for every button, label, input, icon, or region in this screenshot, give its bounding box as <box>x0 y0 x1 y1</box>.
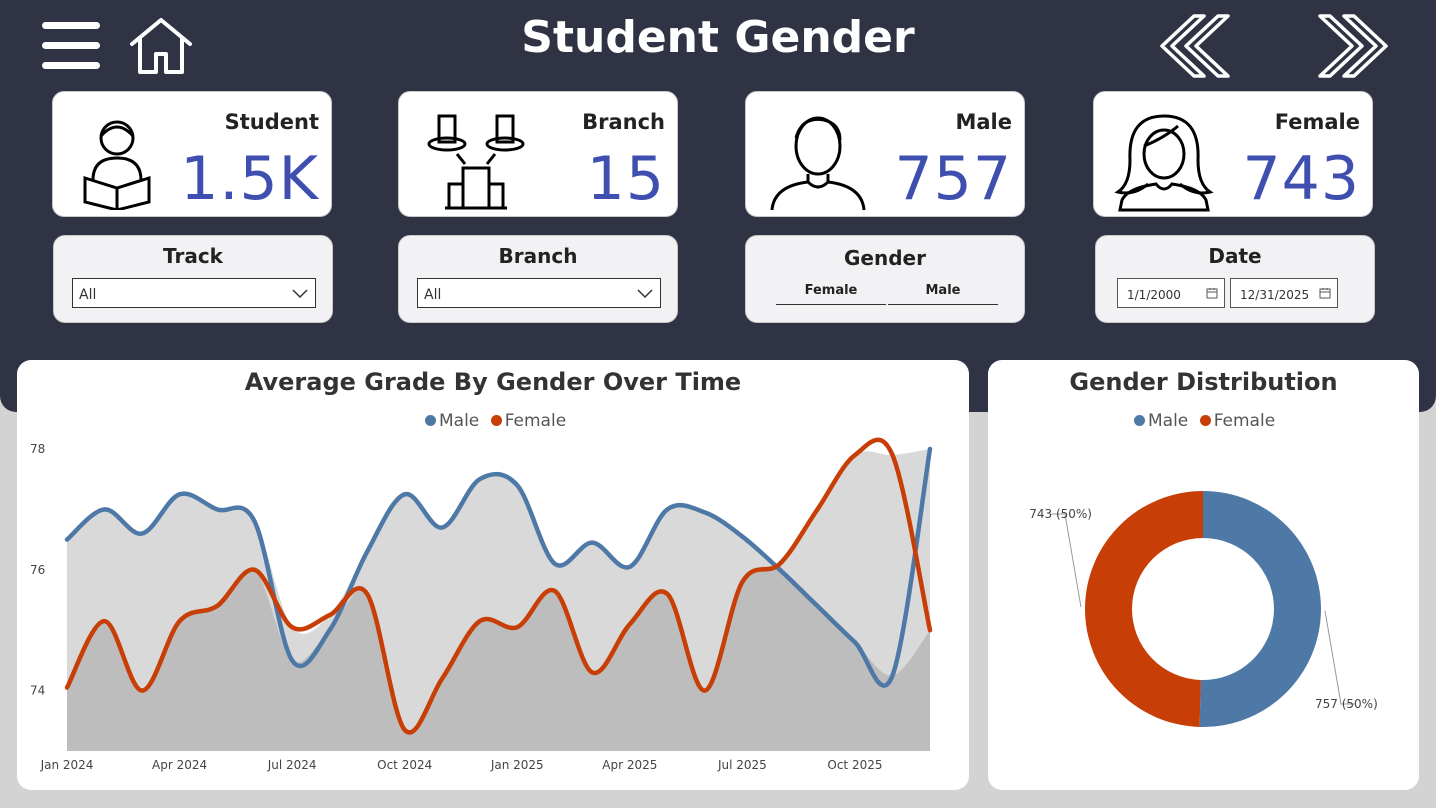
kpi-label: Female <box>1274 110 1360 134</box>
slicer-track: Track All <box>53 235 333 323</box>
kpi-card-student: Student 1.5K <box>52 91 332 217</box>
kpi-card-female: Female 743 <box>1093 91 1373 217</box>
donut-chart-card: Gender Distribution Male Female 757 (50%… <box>988 360 1419 790</box>
dropdown-value: All <box>79 287 97 303</box>
kpi-card-branch: Branch 15 <box>398 91 678 217</box>
x-tick-label: Jan 2025 <box>490 758 544 772</box>
dropdown-value: All <box>424 287 442 303</box>
x-tick-label: Apr 2024 <box>152 758 207 772</box>
slice-label: 743 (50%) <box>1029 507 1092 521</box>
series-line-female[interactable] <box>64 437 933 735</box>
kpi-label: Male <box>955 110 1012 134</box>
slicer-date: Date 1/1/2000 12/31/2025 <box>1095 235 1375 323</box>
legend-item-female[interactable]: Female <box>1199 411 1276 431</box>
male-person-icon <box>770 116 866 211</box>
donut-chart-title: Gender Distribution <box>1069 368 1338 396</box>
line-chart-legend: Male Female <box>425 411 572 431</box>
kpi-value: 757 <box>894 144 1012 214</box>
page-title: Student Gender <box>521 12 915 63</box>
donut-slice-female[interactable] <box>1084 491 1203 727</box>
x-tick-label: Apr 2025 <box>602 758 657 772</box>
kpi-value: 15 <box>586 144 665 214</box>
end-date-input[interactable]: 12/31/2025 <box>1230 278 1338 308</box>
calendar-icon <box>1206 288 1218 299</box>
line-chart: 74 76 78 Jan 2024 Apr 2024 Jul 2024 Oct 2024 Ja… <box>30 437 933 772</box>
legend-item-male[interactable]: Male <box>1134 411 1188 431</box>
kpi-label: Student <box>224 110 319 134</box>
kpi-card-male: Male 757 <box>745 91 1025 217</box>
legend-label: Male <box>1148 411 1189 431</box>
branch-dropdown[interactable]: All <box>417 278 661 308</box>
donut-slice-male[interactable] <box>1199 491 1321 727</box>
double-chevron-left-icon[interactable] <box>1152 10 1234 82</box>
legend-item-female[interactable]: Female <box>490 411 567 431</box>
y-tick-label: 78 <box>30 442 45 456</box>
end-date-value: 12/31/2025 <box>1240 288 1310 302</box>
slicer-title: Date <box>1208 244 1262 268</box>
slicer-title: Track <box>163 244 223 268</box>
kpi-value: 1.5K <box>180 144 319 214</box>
x-tick-label: Jan 2024 <box>40 758 94 772</box>
area-lower <box>67 566 930 751</box>
y-tick-label: 74 <box>30 684 45 698</box>
slice-leader-line <box>1324 610 1355 705</box>
start-date-input[interactable]: 1/1/2000 <box>1117 278 1225 308</box>
slicer-title: Gender <box>844 246 926 270</box>
legend-label: Female <box>504 411 567 431</box>
x-tick-label: Oct 2024 <box>377 758 432 772</box>
slice-label: 757 (50%) <box>1315 697 1378 711</box>
slicer-branch: Branch All <box>398 235 678 323</box>
start-date-value: 1/1/2000 <box>1127 288 1181 302</box>
x-tick-label: Oct 2025 <box>827 758 882 772</box>
student-reading-icon <box>83 120 151 210</box>
track-dropdown[interactable]: All <box>72 278 316 308</box>
double-chevron-right-icon[interactable] <box>1314 10 1396 82</box>
series-line-male[interactable] <box>64 446 933 688</box>
home-icon[interactable] <box>128 16 194 76</box>
gender-option-female[interactable]: Female <box>776 281 886 305</box>
donut-chart-legend: Male Female <box>1134 411 1281 431</box>
y-tick-label: 76 <box>30 563 45 577</box>
buildings-icon <box>427 114 525 210</box>
kpi-value: 743 <box>1242 144 1360 214</box>
gender-option-male[interactable]: Male <box>888 281 998 305</box>
calendar-icon <box>1319 288 1331 299</box>
x-tick-label: Jul 2025 <box>717 758 767 772</box>
legend-label: Female <box>1213 411 1276 431</box>
menu-icon[interactable] <box>42 22 100 70</box>
kpi-label: Branch <box>582 110 665 134</box>
line-chart-card: Average Grade By Gender Over Time Male F… <box>17 360 969 790</box>
chevron-down-icon <box>637 289 653 299</box>
donut-chart: 757 (50%) 743 (50%) <box>1029 491 1378 727</box>
slicer-title: Branch <box>498 244 578 268</box>
chevron-down-icon <box>292 289 308 299</box>
legend-item-male[interactable]: Male <box>425 411 479 431</box>
slice-leader-line <box>1051 513 1082 608</box>
female-person-icon <box>1114 114 1214 212</box>
line-chart-title: Average Grade By Gender Over Time <box>244 368 742 396</box>
legend-label: Male <box>439 411 480 431</box>
x-tick-label: Jul 2024 <box>267 758 317 772</box>
slicer-gender: Gender Female Male <box>745 235 1025 323</box>
